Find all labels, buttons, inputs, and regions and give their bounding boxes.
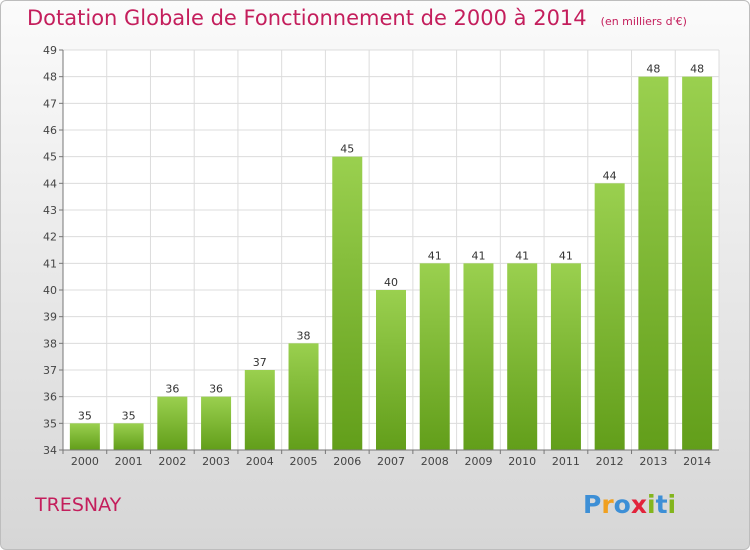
x-tick-label: 2000 [71, 455, 99, 468]
bar-2006 [332, 156, 363, 450]
unit-note: (en milliers d'€) [600, 15, 687, 28]
bar-2005 [288, 343, 319, 450]
logo-letter: o [613, 490, 631, 519]
data-label-2008: 41 [428, 249, 442, 262]
data-label-2013: 48 [646, 63, 660, 76]
chart-title: Dotation Globale de Fonctionnement de 20… [27, 6, 687, 30]
bar-2008 [419, 263, 450, 450]
bar-2014 [682, 76, 713, 451]
y-tick-label: 41 [43, 257, 57, 270]
bar-2000 [69, 423, 100, 450]
x-tick-label: 2013 [639, 455, 667, 468]
y-tick-label: 34 [43, 444, 57, 457]
logo-letter: i [667, 490, 677, 519]
data-label-2011: 41 [559, 249, 573, 262]
x-tick-label: 2005 [290, 455, 318, 468]
logo-letter: r [601, 490, 614, 519]
y-tick-label: 42 [43, 231, 57, 244]
bar-2007 [376, 290, 406, 450]
title-text: Dotation Globale de Fonctionnement de 20… [27, 6, 587, 30]
x-tick-label: 2011 [552, 455, 580, 468]
x-tick-label: 2012 [596, 455, 624, 468]
y-tick-label: 43 [43, 204, 57, 217]
data-label-2000: 35 [78, 409, 92, 422]
bar-2002 [157, 396, 188, 450]
bar-2012 [594, 183, 625, 451]
x-tick-label: 2001 [115, 455, 143, 468]
data-label-2007: 40 [384, 276, 398, 289]
bar-2004 [244, 370, 275, 450]
y-tick-label: 46 [43, 124, 57, 137]
y-tick-label: 48 [43, 71, 57, 84]
x-tick-label: 2014 [683, 455, 711, 468]
bar-2011 [550, 263, 581, 450]
x-tick-label: 2004 [246, 455, 274, 468]
x-tick-label: 2008 [421, 455, 449, 468]
y-tick-label: 40 [43, 284, 57, 297]
logo-letter: P [583, 490, 602, 519]
data-label-2002: 36 [165, 383, 179, 396]
data-label-2004: 37 [253, 356, 267, 369]
x-tick-label: 2009 [464, 455, 492, 468]
bar-2003 [201, 396, 232, 450]
bar-2013 [638, 76, 669, 451]
data-label-2009: 41 [471, 249, 485, 262]
y-tick-label: 37 [43, 364, 57, 377]
logo-letter: i [647, 490, 656, 519]
data-label-2006: 45 [340, 143, 354, 156]
bar-2009 [463, 263, 494, 450]
y-tick-label: 44 [43, 177, 57, 190]
x-tick-label: 2003 [202, 455, 230, 468]
commune-name: TRESNAY [35, 494, 122, 516]
y-tick-label: 49 [43, 44, 57, 57]
y-tick-label: 45 [43, 151, 57, 164]
bars: 35 35 36 36 37 38 45 40 41 41 41 41 44 48 48 [69, 63, 713, 451]
bar-2001 [113, 423, 144, 450]
data-label-2001: 35 [122, 409, 136, 422]
axes: 34 35 36 37 38 39 40 41 42 43 44 45 46 47 48 49 2000 2001… [43, 44, 719, 468]
x-tick-label: 2010 [508, 455, 536, 468]
logo-letter: t [655, 490, 668, 519]
x-tick-label: 2007 [377, 455, 405, 468]
data-label-2012: 44 [603, 169, 617, 182]
y-tick-label: 35 [43, 417, 57, 430]
data-label-2003: 36 [209, 383, 223, 396]
y-tick-label: 38 [43, 337, 57, 350]
bar-2010 [507, 263, 538, 450]
x-tick-label: 2002 [158, 455, 186, 468]
logo-letter: x [630, 490, 647, 519]
y-tick-label: 39 [43, 311, 57, 324]
y-tick-label: 36 [43, 391, 57, 404]
x-tick-label: 2006 [333, 455, 361, 468]
data-label-2014: 48 [690, 63, 704, 76]
proxiti-logo[interactable]: Proxiti [583, 490, 676, 519]
data-label-2010: 41 [515, 249, 529, 262]
y-tick-label: 47 [43, 97, 57, 110]
data-label-2005: 38 [297, 329, 311, 342]
